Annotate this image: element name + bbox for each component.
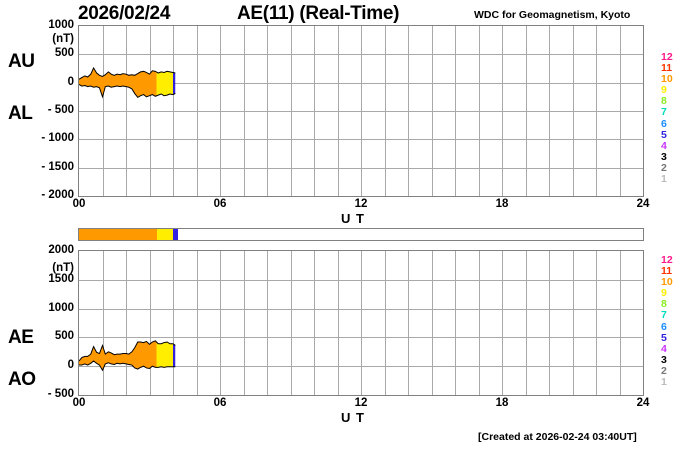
legend-item-5: 5: [661, 128, 667, 141]
AU-AL-ytick: 500: [54, 47, 74, 60]
legend-item-1: 1: [661, 173, 667, 186]
legend-item-11: 11: [661, 265, 673, 278]
yellow-coverage: [156, 229, 173, 240]
AU-AL-ytick: 1000: [48, 19, 74, 31]
ae-ao-color-legend: 12 11 10 9 8 7 6 5 4 3 2 1: [661, 254, 687, 389]
legend-item-2: 2: [661, 364, 667, 377]
AE-AO-ytick: - 500: [47, 388, 74, 400]
blue-coverage: [173, 229, 178, 240]
legend-item-5: 5: [661, 331, 667, 344]
ae-ao-y-unit: (nT): [52, 262, 74, 274]
AU-AL-ytick: 0: [67, 75, 74, 88]
AU-AL-xtick: 24: [636, 198, 650, 210]
legend-item-4: 4: [661, 139, 667, 152]
AU-AL-xtick: 18: [495, 198, 509, 210]
AU-AL-xtick: 12: [354, 198, 368, 210]
ae-ao-x-axis-title: U T: [341, 410, 365, 425]
legend-item-9: 9: [661, 287, 667, 300]
legend-item-3: 3: [661, 353, 667, 366]
AU-AL-ytick: - 2000: [41, 189, 74, 201]
legend-item-12: 12: [661, 254, 673, 266]
AU-AL-ytick: - 1500: [41, 160, 74, 173]
AE-AO-ytick: 2000: [48, 244, 74, 256]
data-center-credit: WDC for Geomagnetism, Kyoto: [474, 9, 631, 21]
AE-AO-xtick: 12: [354, 397, 368, 409]
page-title: AE(11) (Real-Time): [237, 3, 400, 24]
AU-AL-ytick: - 1000: [41, 132, 74, 145]
legend-item-1: 1: [661, 376, 667, 389]
legend-item-4: 4: [661, 342, 667, 355]
orange-coverage: [79, 229, 157, 240]
AU-AL-ytick: - 500: [47, 104, 74, 116]
legend-item-7: 7: [661, 309, 667, 322]
AE-AO-ytick: 1000: [48, 301, 74, 314]
legend-item-6: 6: [661, 320, 667, 333]
legend-item-10: 10: [661, 73, 673, 86]
AE-AO-data-trace: [79, 340, 176, 372]
ae-label: AE: [8, 327, 34, 348]
page-title-date: 2026/02/24: [78, 3, 171, 24]
AE-AO-xtick: 24: [636, 397, 650, 409]
legend-item-9: 9: [661, 84, 667, 97]
legend-item-2: 2: [661, 161, 667, 174]
ao-label: AO: [8, 369, 36, 390]
AE-AO-xtick: 00: [72, 397, 86, 409]
legend-item-10: 10: [661, 276, 673, 289]
creation-timestamp: [Created at 2026-02-24 03:40UT]: [478, 431, 637, 443]
AE-AO-ytick: 1500: [48, 272, 74, 285]
au-al-color-legend: 12 11 10 9 8 7 6 5 4 3 2 1: [661, 51, 687, 186]
legend-item-7: 7: [661, 106, 667, 119]
AE-AO-ytick: 500: [54, 330, 74, 343]
legend-item-3: 3: [661, 150, 667, 163]
AE-AO-xtick: 06: [213, 397, 227, 409]
legend-item-8: 8: [661, 95, 667, 108]
al-label: AL: [8, 103, 33, 124]
AE-AO-xtick: 18: [495, 397, 509, 409]
au-al-y-unit: (nT): [52, 33, 74, 45]
au-al-x-axis-title: U T: [341, 211, 365, 226]
au-label: AU: [8, 51, 35, 72]
legend-item-11: 11: [661, 62, 673, 75]
AU-AL-xtick: 00: [72, 198, 86, 210]
legend-item-6: 6: [661, 117, 667, 130]
AU-AL-xtick: 06: [213, 198, 227, 210]
AE-AO-ytick: 0: [67, 359, 74, 372]
legend-item-12: 12: [661, 51, 673, 63]
AU-AL-data-trace: [79, 66, 176, 99]
data-coverage-bar: [78, 228, 644, 241]
ae-ao-chart: [78, 250, 644, 396]
au-al-chart: [78, 25, 644, 197]
legend-item-8: 8: [661, 298, 667, 311]
